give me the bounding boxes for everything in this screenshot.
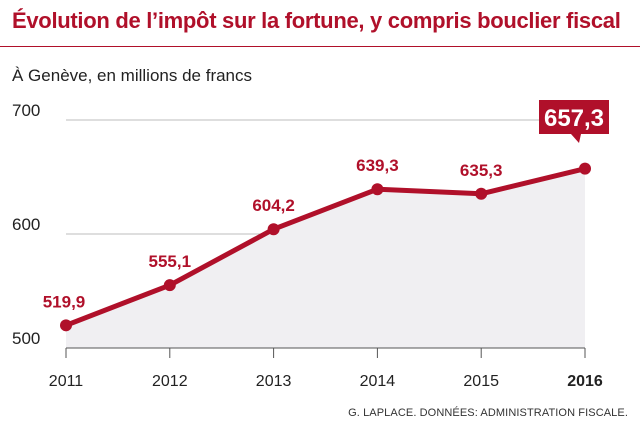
data-point (163, 279, 176, 292)
y-tick-label: 700 (12, 101, 40, 120)
y-tick-label: 500 (12, 329, 40, 348)
data-label: 639,3 (356, 156, 399, 175)
x-tick-label: 2011 (49, 373, 84, 390)
y-tick-label: 600 (12, 215, 40, 234)
title-divider (0, 46, 640, 47)
data-point (267, 223, 280, 236)
data-label: 555,1 (149, 252, 192, 271)
series-line (63, 166, 588, 328)
x-tick-label: 2015 (463, 373, 499, 390)
label-layer: 519,9 555,1 604,2 639,3 635,3 657,3 (43, 100, 609, 311)
data-point (60, 319, 72, 332)
axis-layer: 500 600 700 2011 2012 2013 2014 2015 2016 (12, 101, 603, 390)
data-label: 635,3 (460, 161, 503, 180)
x-tick-label: 2013 (256, 373, 292, 390)
source-credit: G. LAPLACE. DONNÉES: ADMINISTRATION FISC… (348, 407, 628, 419)
data-point (579, 162, 591, 175)
chart-title: Évolution de l’impôt sur la fortune, y c… (12, 8, 621, 33)
x-tick-label: 2012 (152, 373, 188, 390)
data-point (371, 183, 384, 196)
x-tick-label: 2014 (360, 373, 396, 390)
data-point (475, 187, 488, 200)
line-layer (63, 166, 588, 328)
highlight-label-box (539, 100, 609, 143)
chart-subtitle: À Genève, en millions de francs (12, 66, 253, 85)
x-tick-label: 2016 (567, 373, 603, 390)
area-fill (66, 168, 585, 348)
data-label: 657,3 (544, 105, 604, 132)
point-layer (60, 162, 591, 332)
data-label: 604,2 (252, 196, 295, 215)
area-layer (66, 168, 585, 348)
data-label: 519,9 (43, 292, 86, 311)
